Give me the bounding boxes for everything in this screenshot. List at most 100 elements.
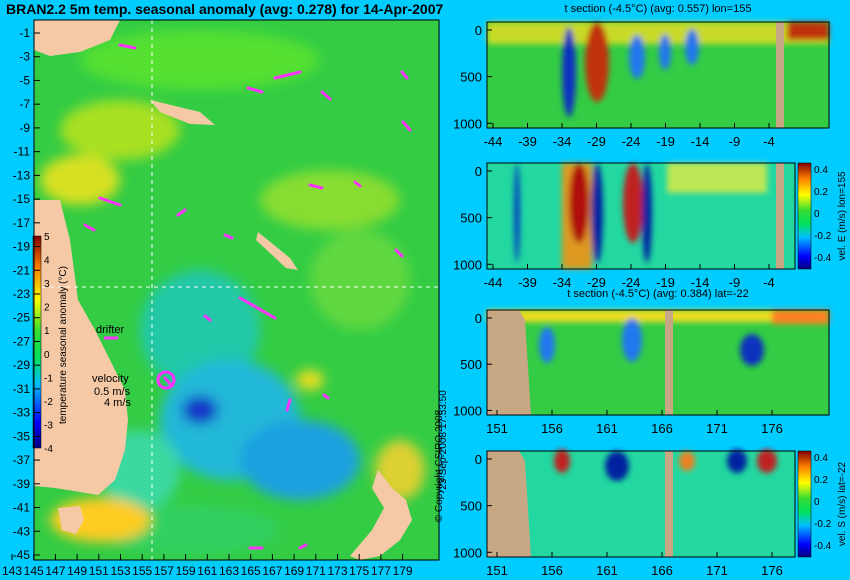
section-panel-3: t section (-4.5°C) (avg: 0.384) lat=-22 0… bbox=[453, 288, 830, 436]
section-land bbox=[665, 310, 673, 415]
map-x-tick-label: 165 bbox=[241, 564, 261, 578]
section-x-tick-label: -14 bbox=[691, 275, 710, 290]
map-x-tick-label: 159 bbox=[176, 564, 196, 578]
map-x-tick-label: 145 bbox=[24, 564, 44, 578]
section-x-tick-label: -19 bbox=[656, 275, 675, 290]
section-anomalies bbox=[487, 310, 829, 366]
map-colorbar bbox=[32, 235, 42, 449]
map-x-tick-label: 161 bbox=[197, 564, 217, 578]
vel-e-colorbar bbox=[797, 162, 812, 270]
section-land bbox=[776, 163, 784, 269]
section-frame bbox=[486, 162, 796, 270]
map-y-ticks: -1 -3 -5 -7 -9 -11 -13 -15 -17 -19 -21 -23 -25 -27 -29… bbox=[13, 26, 40, 562]
map-x-tick-label: 167 bbox=[262, 564, 282, 578]
velocity-legend-label: velocity bbox=[92, 373, 129, 385]
section-panel-4: 0 500 1000 151 156 161 166 171 176 bbox=[453, 449, 796, 578]
map-y-tick-label: -13 bbox=[13, 168, 31, 182]
map-y-tick-label: -41 bbox=[13, 501, 31, 515]
map-x-tick-label: 155 bbox=[132, 564, 152, 578]
section-x-tick-label: 161 bbox=[596, 563, 618, 578]
map-y-tick-label: -39 bbox=[13, 477, 31, 491]
section-x-tick-label: 161 bbox=[596, 421, 618, 436]
map-x-ticks: 143 145 147 149 151 153 155 157 159 161 163 165 167 1… bbox=[2, 554, 413, 578]
map-y-tick-label: -17 bbox=[13, 216, 31, 230]
vel-colorbar-label: vel. E (m/s) lon=155 bbox=[837, 171, 848, 261]
map-x-tick-label: 175 bbox=[349, 564, 369, 578]
section-anomalies bbox=[487, 22, 829, 117]
map-x-tick-label: 157 bbox=[154, 564, 174, 578]
section-x-tick-label: -9 bbox=[729, 134, 741, 149]
map-colorbar-tick: -2 bbox=[44, 397, 53, 408]
drifter-tracks bbox=[83, 43, 412, 550]
section-x-tick-label: 166 bbox=[651, 563, 673, 578]
section-x-tick-label: 176 bbox=[761, 421, 783, 436]
section-title: t section (-4.5°C) (avg: 0.384) lat=-22 bbox=[567, 288, 748, 300]
section-y-tick-label: 1000 bbox=[453, 116, 482, 131]
vel-colorbar-tick: -0.4 bbox=[814, 253, 832, 264]
map-y-tick-label: -9 bbox=[19, 121, 30, 135]
section-x-tick-label: 171 bbox=[706, 563, 728, 578]
section-x-tick-label: -29 bbox=[587, 275, 606, 290]
section-y-tick-label: 0 bbox=[475, 452, 482, 467]
map-y-tick-label: -11 bbox=[14, 145, 31, 159]
section-x-tick-label: -44 bbox=[484, 134, 503, 149]
section-x-tick-label: 176 bbox=[761, 563, 783, 578]
section-x-tick-label: 156 bbox=[541, 563, 563, 578]
map-y-tick-label: -43 bbox=[13, 524, 31, 538]
section-y-tick-label: 500 bbox=[460, 357, 482, 372]
section-y-tick-label: 500 bbox=[460, 499, 482, 514]
section-x-tick-label: -34 bbox=[553, 134, 572, 149]
drifter-legend-label: drifter bbox=[96, 324, 124, 336]
map-panel: 5 4 3 2 1 0 -1 -2 -3 -4 temperature seasonal anom… bbox=[2, 19, 440, 578]
map-colorbar-label: temperature seasonal anomaly (°C) bbox=[58, 266, 69, 424]
map-y-tick-label: -15 bbox=[13, 192, 31, 206]
section-x-tick-label: -24 bbox=[622, 275, 641, 290]
map-colorbar-tick: -3 bbox=[44, 420, 53, 431]
vel-colorbar-tick: -0.2 bbox=[814, 231, 832, 242]
section-x-tick-label: 156 bbox=[541, 421, 563, 436]
section-y-tick-label: 0 bbox=[475, 164, 482, 179]
section-frame bbox=[486, 309, 830, 416]
vel-colorbar-tick: 0 bbox=[814, 497, 820, 508]
solomon-islands bbox=[150, 100, 215, 125]
vel-colorbar-tick: 0.4 bbox=[814, 453, 828, 464]
new-caledonia bbox=[256, 232, 298, 270]
map-y-tick-label: -45 bbox=[13, 548, 31, 562]
map-colorbar-tick: 0 bbox=[44, 350, 50, 361]
section-x-tick-label: -19 bbox=[656, 134, 675, 149]
map-x-tick-label: 153 bbox=[110, 564, 130, 578]
date-stamp: 23-Sep-2008 17:53:50 bbox=[438, 390, 449, 490]
tasmania-landmass bbox=[58, 506, 84, 534]
section-y-tick-label: 1000 bbox=[453, 403, 482, 418]
section-x-tick-label: -24 bbox=[622, 134, 641, 149]
section-x-tick-label: 166 bbox=[651, 421, 673, 436]
map-colorbar-tick: -1 bbox=[44, 373, 53, 384]
velocity-colorbar-ticks: 0.4 0.2 0 -0.2 -0.4 vel. E (m/s) lon=155 0.4 0.… bbox=[814, 165, 848, 552]
section-x-tick-label: -9 bbox=[729, 275, 741, 290]
section-x-tick-label: -39 bbox=[518, 134, 537, 149]
section-title: t section (-4.5°C) (avg: 0.557) lon=155 bbox=[565, 3, 752, 15]
map-x-tick-label: 163 bbox=[219, 564, 239, 578]
section-land bbox=[487, 451, 531, 557]
vel-colorbar-label: vel. S (m/s) lat=-22 bbox=[837, 461, 848, 546]
section-y-tick-label: 500 bbox=[460, 70, 482, 85]
vel-colorbar-tick: -0.4 bbox=[814, 541, 832, 552]
map-anomaly-field bbox=[40, 30, 425, 555]
section-x-tick-label: -44 bbox=[484, 275, 503, 290]
map-x-tick-label: 143 bbox=[2, 564, 22, 578]
map-y-tick-label: -31 bbox=[13, 382, 31, 396]
map-x-tick-label: 179 bbox=[393, 564, 413, 578]
section-panel-2: 0 500 1000-44 -39 -34 -29 -24 -19 -14 -9 -4 bbox=[453, 162, 796, 290]
map-y-tick-label: -35 bbox=[13, 429, 31, 443]
map-y-tick-label: -3 bbox=[19, 50, 30, 64]
section-anomalies bbox=[514, 163, 767, 269]
section-frame bbox=[486, 450, 796, 558]
section-field bbox=[487, 451, 795, 557]
section-x-tick-label: -39 bbox=[518, 275, 537, 290]
map-y-tick-label: -7 bbox=[19, 97, 30, 111]
map-x-tick-label: 177 bbox=[371, 564, 391, 578]
australia-landmass bbox=[34, 200, 128, 495]
section-y-tick-label: 1000 bbox=[453, 257, 482, 272]
section-panel-1: t section (-4.5°C) (avg: 0.557) lon=155 0… bbox=[453, 3, 830, 149]
